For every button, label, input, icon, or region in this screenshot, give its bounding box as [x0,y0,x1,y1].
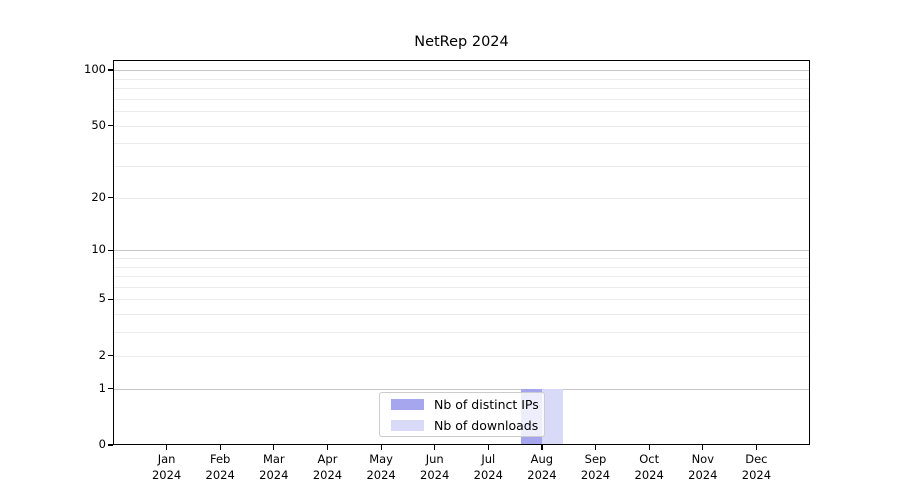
legend-swatch-distinct-ips [391,398,424,410]
x-tick-mark [219,445,221,450]
bar-downloads [541,388,564,445]
x-tick-label: Sep 2024 [551,451,641,483]
y-tick-label: 1 [98,380,106,395]
x-tick-mark [273,445,275,450]
x-tick-year: 2024 [580,468,611,482]
gridline-minor [113,166,810,167]
x-tick-mark [755,445,758,450]
gridline-minor [113,111,810,112]
gridline-minor [113,286,810,288]
x-tick-year: 2024 [473,468,503,482]
y-tick-label: 5 [98,291,106,306]
x-tick-mark [326,445,329,450]
x-tick-year: 2024 [688,468,718,482]
chart-title: NetRep 2024 [414,34,509,50]
x-tick-label: Jun 2024 [390,451,480,483]
x-tick-label: Apr 2024 [283,451,373,483]
x-tick-label: Jan 2024 [122,451,212,483]
x-tick-label: Dec 2024 [711,451,801,483]
x-tick-label: Mar 2024 [229,451,319,483]
gridline-major [113,250,810,252]
gridline-minor [113,314,810,316]
axes-spines [113,60,810,445]
gridline-major [113,388,810,390]
x-tick-year: 2024 [366,468,396,482]
gridline-minor [113,332,810,334]
legend: Nb of distinct IPs Nb of downloads [379,392,545,437]
x-tick-label: Oct 2024 [604,451,694,483]
gridline-minor [113,98,810,100]
plot-area: Nb of distinct IPs Nb of downloads [113,60,810,445]
x-tick-year: 2024 [312,468,343,482]
y-tick-label: 20 [91,189,106,204]
gridline-major [113,70,810,71]
gridline-minor [113,197,810,199]
x-tick-label: May 2024 [336,451,426,483]
x-tick-mark [541,445,543,450]
x-tick-label: Feb 2024 [175,451,265,483]
gridline-minor [113,299,810,301]
y-tick-label: 2 [98,347,106,362]
x-tick-mark [434,445,436,450]
x-tick-mark [166,445,168,450]
x-tick-label: Nov 2024 [658,451,748,483]
gridline-minor [113,125,810,127]
gridline-minor [113,143,810,145]
x-tick-mark [648,445,650,450]
legend-swatch-downloads [391,419,424,431]
gridline-minor [113,87,810,89]
y-tick-label: 50 [91,117,106,132]
gridline-minor [113,257,810,259]
x-tick-year: 2024 [634,468,664,482]
x-tick-mark [702,445,704,450]
legend-label: Nb of downloads [434,417,539,433]
y-tick-label: 0 [98,437,106,451]
legend-entry: Nb of distinct IPs [391,396,539,412]
x-tick-label: Aug 2024 [497,451,587,483]
x-tick-mark [380,445,382,450]
legend-label: Nb of distinct IPs [434,396,539,412]
x-tick-mark [487,445,489,450]
legend-entry: Nb of downloads [391,417,539,433]
y-tick-label: 100 [84,62,106,76]
x-tick-year: 2024 [205,468,235,482]
x-tick-year: 2024 [527,468,557,482]
x-tick-year: 2024 [151,468,182,482]
gridline-minor [113,276,810,277]
gridline-minor [113,355,810,357]
y-tick-label: 10 [91,242,106,257]
gridline-minor [113,266,810,268]
x-tick-year: 2024 [420,468,450,482]
x-tick-year: 2024 [741,468,772,482]
gridline-minor [113,78,810,80]
x-tick-mark [594,445,597,450]
x-tick-label: Jul 2024 [443,451,533,483]
x-tick-year: 2024 [259,468,289,482]
